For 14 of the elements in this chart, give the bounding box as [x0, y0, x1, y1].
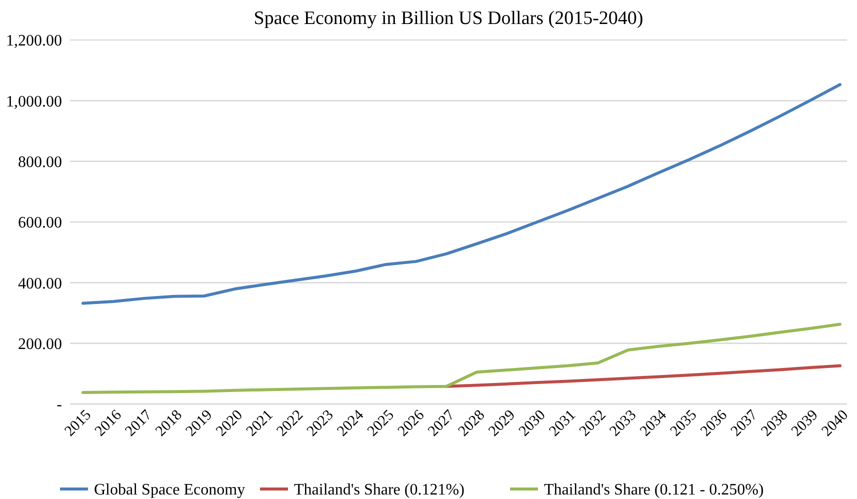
line-series	[444, 364, 842, 388]
line-series	[82, 322, 842, 394]
legend-label: Thailand's Share (0.121%)	[294, 482, 464, 499]
legend-label: Thailand's Share (0.121 - 0.250%)	[544, 482, 764, 499]
y-tick-label: 600.00	[18, 214, 62, 232]
y-tick-label: -	[56, 396, 62, 414]
chart-title: Space Economy in Billion US Dollars (2015-2040)	[254, 8, 644, 29]
y-tick-label: 1,200.00	[6, 32, 62, 50]
y-tick-label: 800.00	[18, 154, 62, 171]
y-tick-label: 1,000.00	[6, 93, 62, 110]
y-tick-label: 400.00	[18, 275, 62, 292]
y-tick-label: 200.00	[18, 336, 62, 353]
legend-label: Global Space Economy	[94, 482, 246, 499]
line-series	[82, 83, 842, 305]
